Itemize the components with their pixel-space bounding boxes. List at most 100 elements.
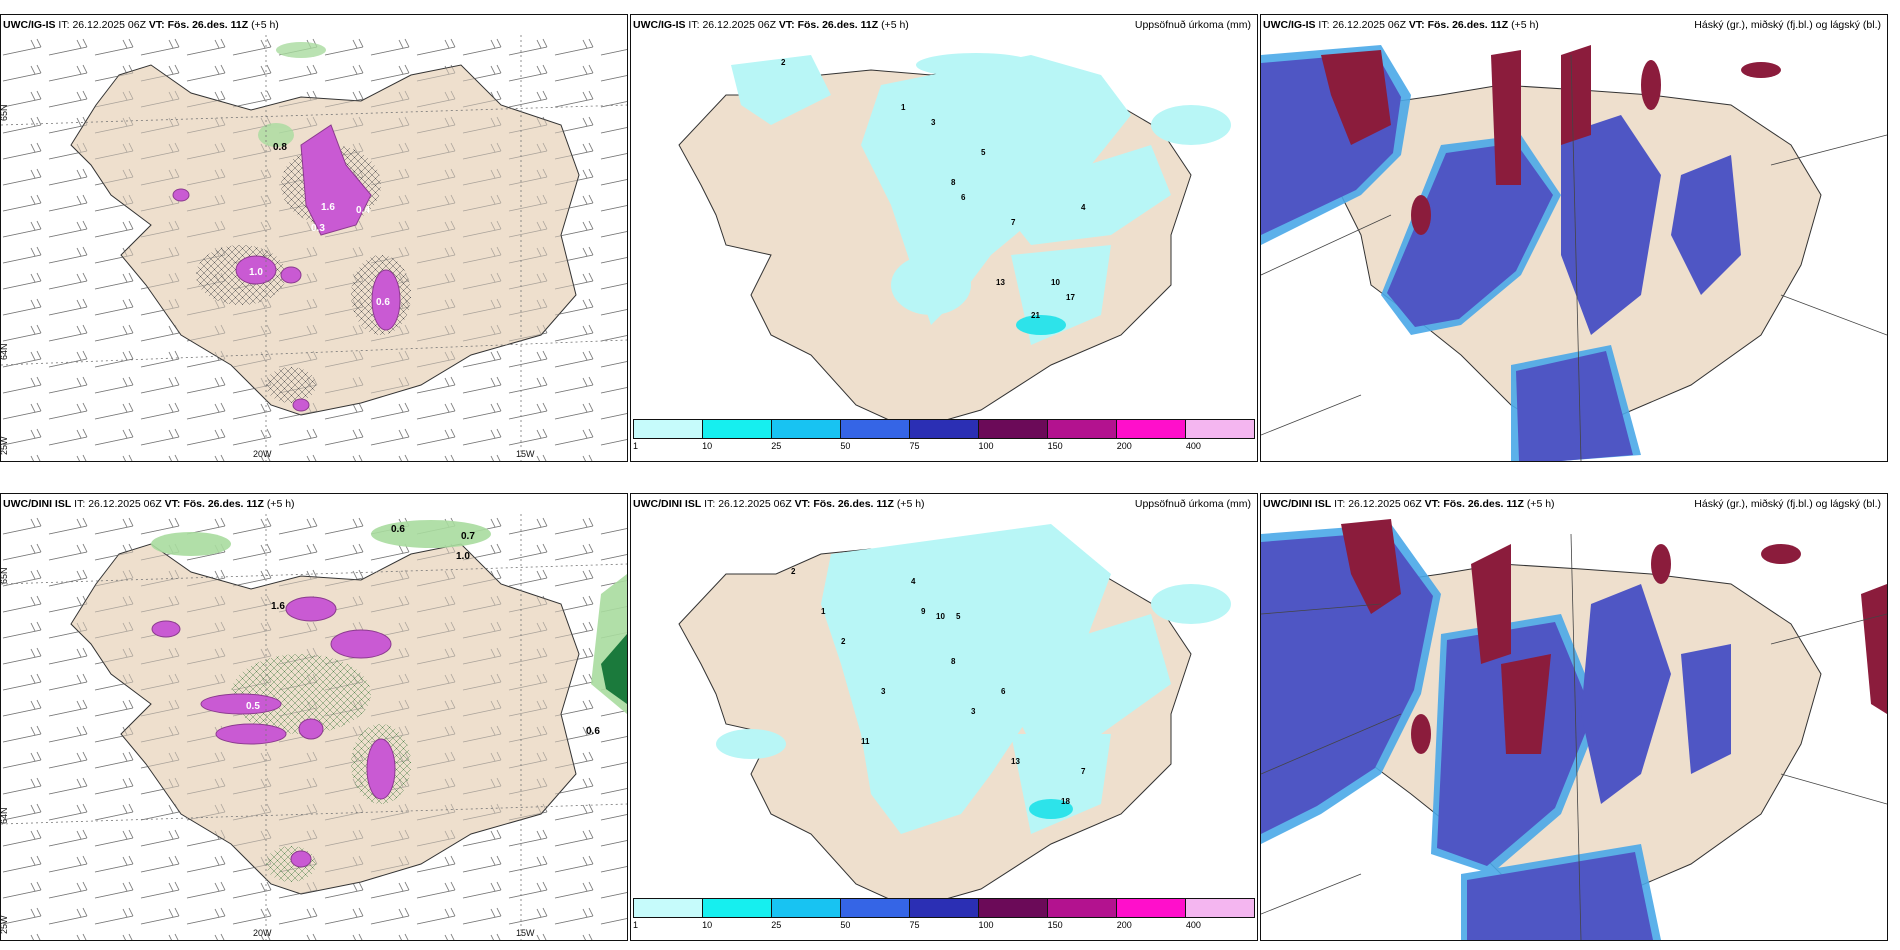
legend-label: 100 [978, 441, 994, 451]
value-label: 0.7 [461, 531, 475, 542]
precip-title: Uppsöfnuð úrkoma (mm) [1134, 19, 1251, 31]
legend-label: 25 [771, 920, 782, 930]
model-name: UWC/DINI ISL [3, 498, 72, 510]
value-label: 0.6 [586, 726, 600, 737]
vt-value: Fös. 26.des. 11Z [167, 19, 249, 31]
it-value: 26.12.2025 06Z [88, 498, 162, 510]
precip-value: 8 [951, 178, 956, 187]
precip-value: 5 [981, 148, 986, 157]
legend-swatch [703, 420, 772, 438]
lead-time: (+5 h) [266, 498, 295, 510]
panel-header: UWC/IG-IS IT: 26.12.2025 06Z VT: Fös. 26… [631, 15, 1257, 35]
legend-label: 50 [840, 441, 851, 451]
lat-label-65n: 65N [1, 567, 9, 584]
cloud-title: Háský (gr.), miðský (fj.bl.) og lágský (… [1694, 19, 1881, 31]
panel-header: UWC/DINI ISL IT: 26.12.2025 06Z VT: Fös.… [631, 494, 1257, 514]
legend-label: 10 [702, 441, 713, 451]
precip-value: 2 [791, 567, 796, 576]
precip-value: 8 [951, 657, 956, 666]
value-label: 1.0 [456, 551, 470, 562]
precip-value: 5 [956, 612, 961, 621]
vt-value: Fös. 26.des. 11Z [1427, 19, 1509, 31]
legend-swatch [979, 899, 1048, 917]
lead-time: (+5 h) [1511, 19, 1539, 31]
vt-label: VT: [778, 19, 795, 31]
vt-label: VT: [794, 498, 811, 510]
precip-legend: 1 10 25 50 75 100 150 200 400 [633, 419, 1255, 459]
lon-label-15w: 15W [516, 449, 535, 459]
it-label: IT: [688, 19, 700, 31]
precip-value: 1 [821, 607, 826, 616]
legend-label: 75 [909, 920, 920, 930]
precip-value: 4 [1081, 203, 1086, 212]
lon-label-15w: 15W [516, 928, 535, 938]
vt-label: VT: [148, 19, 165, 31]
legend-label: 100 [978, 920, 994, 930]
legend-labels: 1 10 25 50 75 100 150 200 400 [633, 439, 1255, 453]
lat-label-64n: 64N [1, 807, 9, 824]
precip-map: 2 1 3 5 8 6 7 13 10 21 17 4 [678, 53, 1231, 431]
vt-label: VT: [1424, 498, 1441, 510]
precip-value: 2 [781, 58, 786, 67]
precip-value: 1 [901, 103, 906, 112]
cloud-map [1261, 45, 1887, 461]
precip-value: 13 [1011, 757, 1020, 766]
value-label: 0.5 [246, 701, 260, 712]
wind-map: 65N 64N 25W 20W 15W 0.8 1.6 0.3 0.6 1.0 … [1, 35, 627, 461]
legend-label: 10 [702, 920, 713, 930]
precip-value: 10 [1051, 278, 1060, 287]
precip-value: 6 [961, 193, 966, 202]
vt-value: Fös. 26.des. 11Z [797, 19, 879, 31]
precip-value: 10 [936, 612, 945, 621]
cloud-title: Háský (gr.), miðský (fj.bl.) og lágský (… [1694, 498, 1881, 510]
legend-color-bar [633, 419, 1255, 439]
it-label: IT: [704, 498, 716, 510]
panel-ig-is-cloud: UWC/IG-IS IT: 26.12.2025 06Z VT: Fös. 26… [1260, 14, 1888, 462]
legend-swatch [1186, 899, 1254, 917]
precip-value: 2 [841, 637, 846, 646]
value-label: 1.6 [321, 202, 335, 213]
lead-time: (+5 h) [881, 19, 909, 31]
precip-value: 4 [911, 577, 916, 586]
legend-label: 400 [1185, 441, 1201, 451]
precip-value: 3 [881, 687, 886, 696]
vt-value: Fös. 26.des. 11Z [1443, 498, 1524, 510]
panel-header: UWC/IG-IS IT: 26.12.2025 06Z VT: Fös. 26… [1, 15, 627, 35]
precip-value: 6 [1001, 687, 1006, 696]
panel-header: UWC/DINI ISL IT: 26.12.2025 06Z VT: Fös.… [1261, 494, 1887, 514]
legend-swatch [703, 899, 772, 917]
lon-label-25w: 25W [1, 436, 9, 455]
precip-legend: 1 10 25 50 75 100 150 200 400 [633, 898, 1255, 938]
lon-label-20w: 20W [253, 928, 272, 938]
value-label: 0.4 [356, 205, 370, 216]
legend-label: 75 [909, 441, 920, 451]
legend-swatch [772, 899, 841, 917]
legend-swatch [1117, 899, 1186, 917]
legend-label: 200 [1116, 920, 1132, 930]
legend-swatch [910, 420, 979, 438]
lat-label-64n: 64N [1, 343, 9, 360]
value-label: 1.0 [249, 267, 263, 278]
panel-dini-cloud: UWC/DINI ISL IT: 26.12.2025 06Z VT: Fös.… [1260, 493, 1888, 941]
vt-label: VT: [164, 498, 181, 510]
legend-swatch [841, 420, 910, 438]
precip-value: 3 [971, 707, 976, 716]
it-value: 26.12.2025 06Z [702, 19, 776, 31]
precip-value: 9 [921, 607, 926, 616]
vt-value: Fös. 26.des. 11Z [813, 498, 894, 510]
legend-swatch [634, 899, 703, 917]
model-name: UWC/IG-IS [3, 19, 56, 31]
legend-swatch [1117, 420, 1186, 438]
model-name: UWC/IG-IS [633, 19, 686, 31]
legend-swatch [841, 899, 910, 917]
it-label: IT: [74, 498, 86, 510]
panel-header: UWC/IG-IS IT: 26.12.2025 06Z VT: Fös. 26… [1261, 15, 1887, 35]
legend-label: 1 [633, 441, 639, 451]
legend-label: 1 [633, 920, 639, 930]
precip-value: 13 [996, 278, 1005, 287]
lon-label-20w: 20W [253, 449, 272, 459]
precip-value: 11 [861, 737, 870, 746]
legend-swatch [910, 899, 979, 917]
value-label: 0.3 [311, 223, 325, 234]
legend-label: 50 [840, 920, 851, 930]
